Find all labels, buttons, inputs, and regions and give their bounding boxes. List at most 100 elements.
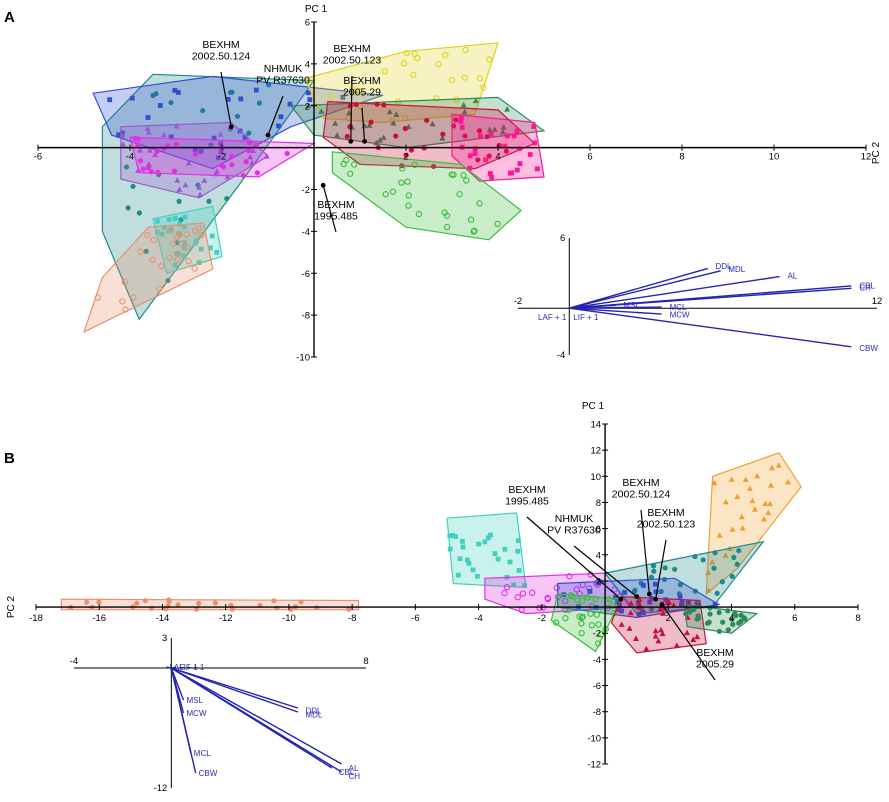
data-point bbox=[351, 161, 358, 168]
loading-label: AL bbox=[349, 764, 359, 773]
data-point bbox=[166, 217, 172, 222]
data-point bbox=[600, 607, 607, 614]
specimen-point bbox=[362, 138, 367, 144]
data-point bbox=[175, 90, 181, 95]
data-point bbox=[373, 139, 380, 146]
data-point bbox=[501, 589, 508, 597]
data-point bbox=[345, 109, 352, 116]
data-point bbox=[494, 220, 501, 228]
loading-label: LIF + 1 bbox=[179, 663, 205, 672]
data-point bbox=[449, 76, 456, 84]
specimen-leader bbox=[573, 545, 638, 598]
data-point bbox=[181, 253, 187, 259]
data-point bbox=[466, 560, 472, 566]
data-point bbox=[712, 550, 718, 556]
data-point bbox=[464, 557, 470, 563]
data-point bbox=[137, 147, 144, 153]
data-point bbox=[318, 108, 325, 114]
data-point bbox=[192, 147, 198, 153]
data-point bbox=[414, 54, 421, 62]
data-point bbox=[209, 233, 215, 239]
data-point bbox=[225, 97, 231, 102]
loading-vector bbox=[569, 307, 852, 348]
loading-label: CBL bbox=[859, 281, 875, 290]
data-point bbox=[578, 620, 585, 627]
specimen-leader bbox=[361, 107, 366, 142]
data-point bbox=[488, 532, 493, 538]
data-point bbox=[145, 129, 152, 135]
data-point bbox=[307, 97, 313, 103]
data-point bbox=[467, 165, 473, 171]
specimen-leader bbox=[526, 516, 622, 600]
data-point bbox=[578, 614, 586, 621]
data-point bbox=[480, 84, 487, 91]
data-point bbox=[246, 148, 252, 154]
data-point bbox=[760, 516, 767, 522]
data-point bbox=[167, 227, 175, 234]
data-point bbox=[174, 251, 179, 256]
data-point bbox=[398, 179, 405, 186]
data-point bbox=[234, 113, 241, 119]
data-point bbox=[332, 120, 339, 126]
data-point bbox=[443, 212, 451, 219]
x-tick-label: 2 bbox=[403, 152, 408, 163]
horizontal-axis-title: PC 2 bbox=[6, 595, 17, 618]
data-point bbox=[655, 637, 662, 644]
data-point bbox=[346, 606, 352, 612]
data-point bbox=[641, 583, 646, 588]
data-point bbox=[579, 613, 586, 620]
panel-b: B -18 -16 -14 -12 -10 -8 -6 -4 -2 2 4 6 8 -12 -10 -8 -6 -… bbox=[4, 401, 861, 794]
specimen-label: BEXHM 2002.50.123 bbox=[323, 43, 382, 67]
data-point bbox=[328, 92, 335, 100]
data-point bbox=[663, 597, 669, 603]
data-point bbox=[266, 82, 272, 88]
data-point bbox=[157, 103, 163, 108]
data-point bbox=[767, 500, 774, 507]
data-point bbox=[168, 99, 174, 106]
data-point bbox=[153, 91, 159, 97]
loading-vector bbox=[170, 667, 343, 773]
data-point bbox=[121, 279, 129, 286]
data-point bbox=[729, 526, 736, 532]
y-tick-label: 2 bbox=[596, 576, 601, 587]
data-point bbox=[516, 146, 522, 152]
data-point bbox=[435, 61, 442, 68]
x-tick-label: -16 bbox=[92, 613, 106, 624]
data-point bbox=[352, 88, 359, 96]
data-point bbox=[246, 130, 252, 136]
biplot-ymin-label: -12 bbox=[154, 783, 168, 794]
data-point bbox=[636, 596, 643, 602]
data-point bbox=[144, 125, 151, 132]
data-point bbox=[191, 265, 198, 272]
data-point bbox=[229, 162, 235, 168]
data-point bbox=[690, 636, 697, 642]
data-point bbox=[532, 140, 537, 146]
group-hull bbox=[322, 100, 536, 170]
data-point bbox=[185, 257, 192, 265]
data-point bbox=[130, 294, 137, 301]
data-point bbox=[145, 165, 151, 171]
biplot-ymin-label: -4 bbox=[557, 350, 565, 361]
data-point bbox=[176, 198, 182, 204]
data-point bbox=[738, 618, 744, 624]
specimen-point bbox=[320, 182, 326, 188]
data-point bbox=[517, 161, 523, 167]
biplot-xmin-label: -4 bbox=[70, 656, 78, 667]
data-point bbox=[168, 134, 174, 140]
data-point bbox=[594, 640, 602, 647]
data-point bbox=[390, 119, 397, 126]
data-point bbox=[401, 114, 409, 121]
data-point bbox=[183, 231, 190, 238]
data-point bbox=[489, 174, 495, 180]
data-point bbox=[657, 605, 664, 612]
x-tick-label: 8 bbox=[679, 152, 684, 163]
data-point bbox=[566, 573, 573, 580]
data-point bbox=[229, 153, 235, 159]
data-point bbox=[652, 627, 659, 634]
data-point bbox=[192, 151, 199, 157]
data-point bbox=[495, 556, 501, 562]
data-point bbox=[762, 500, 769, 506]
data-point bbox=[635, 600, 641, 606]
data-point bbox=[442, 51, 449, 59]
